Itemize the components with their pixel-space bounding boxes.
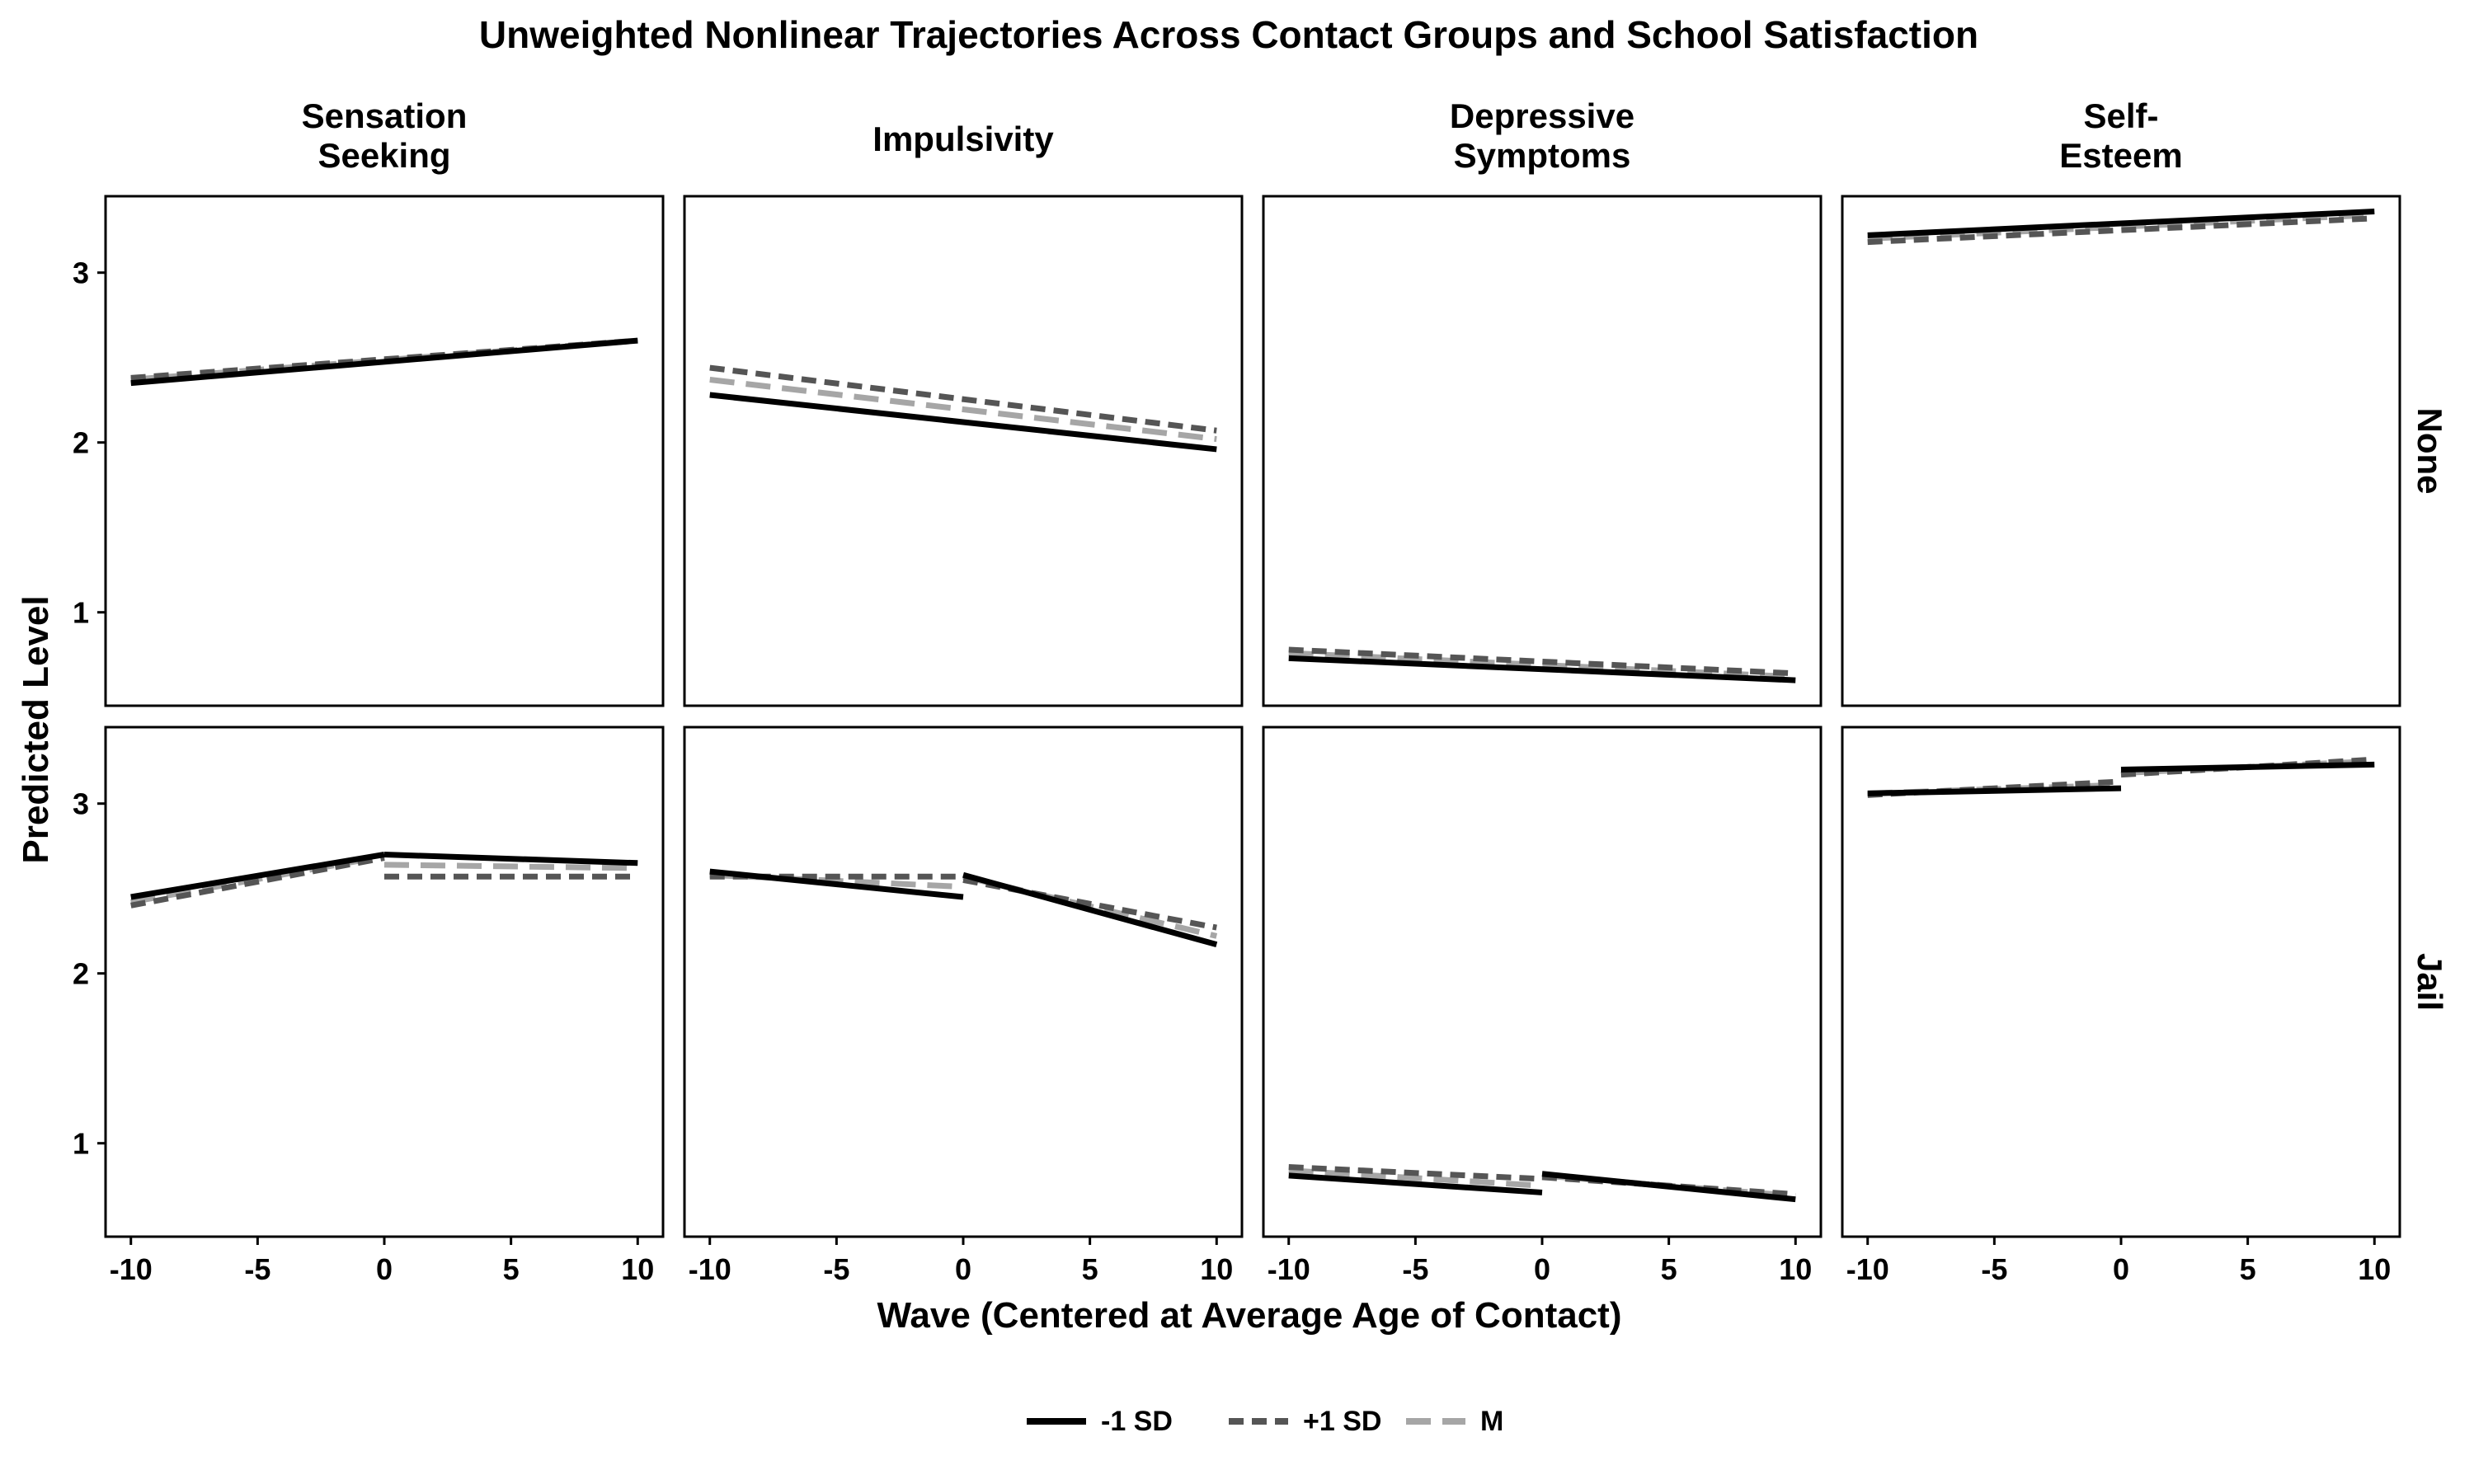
x-tick-label: -10 (1846, 1252, 1889, 1286)
row-strip-labels: None Jail (2411, 408, 2449, 1012)
series-line-low (1288, 655, 1796, 683)
column-strip-labels: Sensation Seeking Impulsivity Depressive Sym… (302, 96, 2183, 175)
series-line-mean (1288, 650, 1796, 680)
panel-frame (104, 195, 665, 707)
panel (104, 726, 665, 1238)
series-line-low (2120, 761, 2375, 773)
x-tick-label: 5 (503, 1252, 520, 1286)
series-line-low (709, 868, 964, 900)
x-tick-label: 10 (1779, 1252, 1812, 1286)
series-line-low (1541, 1171, 1796, 1203)
panel-frame (683, 195, 1244, 707)
panel-frame (1262, 726, 1823, 1238)
y-tick-label: 1 (73, 1127, 89, 1161)
y-tick-label: 3 (73, 256, 89, 290)
panel-frame (683, 726, 1244, 1238)
x-tick-label: 0 (2113, 1252, 2129, 1286)
x-tick-label: -5 (823, 1252, 849, 1286)
legend: -1 SD +1 SD M (1027, 1406, 1503, 1437)
series-line-low (130, 852, 385, 900)
legend-label: +1 SD (1303, 1406, 1381, 1437)
legend-label: -1 SD (1101, 1406, 1173, 1437)
x-tick-label: 5 (2240, 1252, 2256, 1286)
series-line-low (962, 871, 1218, 948)
x-tick-label: -10 (110, 1252, 153, 1286)
panel (1262, 195, 1823, 707)
series-line-low (1867, 209, 2375, 238)
y-tick-label: 2 (73, 957, 89, 991)
series-line-low (1288, 1172, 1543, 1195)
series-line-low (383, 852, 638, 866)
panel (1841, 195, 2401, 707)
panel (683, 726, 1244, 1238)
chart-title: Unweighted Nonlinear Trajectories Across… (479, 13, 1978, 56)
chart-panels (104, 195, 2401, 1238)
x-tick-label: 10 (2358, 1252, 2391, 1286)
y-tick-label: 1 (73, 596, 89, 630)
x-tick-label: 0 (1534, 1252, 1550, 1286)
column-strip-label: Sensation Seeking (302, 96, 468, 175)
column-strip-label: Impulsivity (872, 120, 1054, 158)
row-strip-label: Jail (2411, 953, 2449, 1011)
series-line-low (130, 337, 638, 387)
x-tick-label: 5 (1661, 1252, 1677, 1286)
column-strip-label: Self-Esteem (2059, 96, 2182, 175)
series-line-high (709, 364, 1217, 434)
y-tick-label: 3 (73, 787, 89, 821)
row-strip-label: None (2411, 408, 2449, 495)
x-axis-title: Wave (Centered at Average Age of Contact… (877, 1295, 1622, 1336)
panel (104, 195, 665, 707)
x-axis-ticks: -10 -5 0 5 10 -10 -5 0 5 10 -10 -5 0 5 10 -10 -5 0 5 10 (110, 1237, 2391, 1286)
series-line-high (1867, 215, 2375, 246)
series-line-high (962, 876, 1217, 931)
series-line-high (1288, 646, 1796, 677)
panel-frame (1841, 726, 2401, 1238)
panel (1841, 726, 2401, 1238)
panel-frame (104, 726, 665, 1238)
series-line-mean (383, 862, 638, 871)
series-line-low (709, 392, 1217, 453)
x-tick-label: -5 (1981, 1252, 2007, 1286)
series-line-low (1867, 785, 2122, 796)
x-tick-label: -10 (1268, 1252, 1310, 1286)
panel-frame (1841, 195, 2401, 707)
legend-label: M (1480, 1406, 1503, 1437)
x-tick-label: -5 (244, 1252, 270, 1286)
y-tick-label: 2 (73, 426, 89, 460)
series-line-mean (709, 377, 1217, 443)
series-line-mean (1288, 1167, 1543, 1189)
panel (1262, 726, 1823, 1238)
panel-frame (1262, 195, 1823, 707)
x-tick-label: 0 (955, 1252, 971, 1286)
x-tick-label: -10 (689, 1252, 731, 1286)
x-tick-label: 0 (376, 1252, 393, 1286)
x-tick-label: 10 (621, 1252, 654, 1286)
x-tick-label: 5 (1082, 1252, 1098, 1286)
panel (683, 195, 1244, 707)
series-line-high (1288, 1164, 1543, 1182)
x-tick-label: 10 (1200, 1252, 1233, 1286)
y-axis-ticks: 1 2 3 1 2 3 (73, 256, 106, 1161)
series-line-mean (1867, 212, 2375, 242)
series-line-high (130, 855, 385, 909)
y-axis-title: Predicted Level (16, 595, 56, 863)
column-strip-label: Depressive Symptoms (1450, 96, 1634, 175)
x-tick-label: -5 (1402, 1252, 1428, 1286)
